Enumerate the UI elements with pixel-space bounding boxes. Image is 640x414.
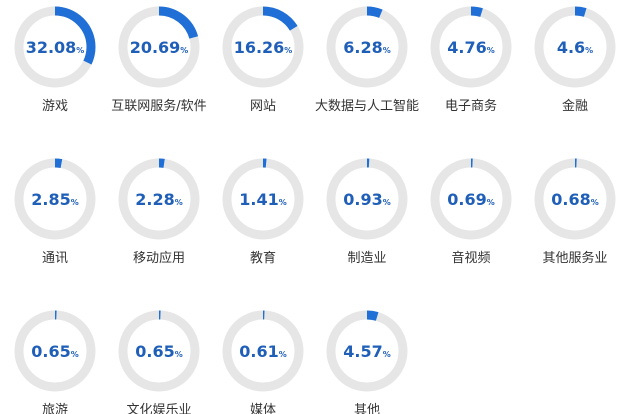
donut-value-number: 20.69 — [130, 38, 181, 57]
donut-item: 4.57% 其他 — [326, 310, 408, 414]
donut-item: 2.28% 移动应用 — [118, 158, 200, 266]
donut-value-number: 2.28 — [135, 190, 174, 209]
donut-item: 0.69% 音视频 — [430, 158, 512, 266]
donut-item: 2.85% 通讯 — [14, 158, 96, 266]
donut-item: 32.08% 游戏 — [14, 6, 96, 114]
donut-value-suffix: % — [383, 198, 391, 207]
donut-category-label: 音视频 — [451, 250, 490, 266]
donut-value-arc — [326, 6, 408, 88]
donut-category-label: 金融 — [562, 98, 588, 114]
donut-value-arc — [430, 158, 512, 240]
donut-value-suffix: % — [180, 46, 188, 55]
donut-item: 0.65% 文化娱乐业 — [118, 310, 200, 414]
donut-value-arc — [14, 158, 96, 240]
donut-value-arc — [118, 310, 200, 392]
donut-value-text: 6.28% — [343, 38, 391, 57]
donut-item: 1.41% 教育 — [222, 158, 304, 266]
donut-value-suffix: % — [284, 46, 292, 55]
donut-category-label: 电子商务 — [445, 98, 497, 114]
donut-value-number: 0.65 — [31, 342, 70, 361]
donut-item: 4.76% 电子商务 — [430, 6, 512, 114]
donut-value-arc — [118, 6, 200, 88]
donut-value-suffix: % — [383, 46, 391, 55]
donut-value-number: 0.69 — [447, 190, 486, 209]
donut-category-label: 通讯 — [42, 251, 68, 266]
donut-category-label: 其他 — [354, 403, 380, 414]
donut-value-suffix: % — [71, 198, 79, 207]
donut-item: 0.93% 制造业 — [326, 158, 408, 266]
donut-value-number: 4.6 — [557, 38, 585, 57]
donut-value-number: 0.68 — [551, 190, 590, 209]
donut-item: 6.28% 大数据与人工智能 — [315, 6, 419, 114]
donut-value-text: 2.85% — [31, 190, 79, 209]
donut-value-suffix: % — [585, 46, 593, 55]
donut-category-label: 其他服务业 — [542, 250, 607, 266]
donut-value-text: 0.93% — [343, 190, 391, 209]
donut-value-text: 4.6% — [557, 38, 593, 57]
donut-value-suffix: % — [175, 198, 183, 207]
donut-value-text: 0.69% — [447, 190, 495, 209]
donut-category-label: 网站 — [250, 99, 276, 114]
donut-value-arc — [534, 6, 616, 88]
donut-value-suffix: % — [383, 350, 391, 359]
donut-value-arc — [326, 310, 408, 392]
donut-item: 0.65% 旅游 — [14, 310, 96, 414]
donut-value-number: 2.85 — [31, 190, 70, 209]
donut-value-number: 16.26 — [234, 38, 285, 57]
donut-value-arc — [222, 310, 304, 392]
donut-category-label: 媒体 — [250, 403, 276, 414]
donut-value-text: 32.08% — [26, 38, 85, 57]
donut-value-suffix: % — [487, 46, 495, 55]
donut-value-number: 0.65 — [135, 342, 174, 361]
donut-value-text: 0.68% — [551, 190, 599, 209]
donut-value-number: 32.08 — [26, 38, 77, 57]
donut-value-suffix: % — [487, 198, 495, 207]
donut-category-label: 教育 — [250, 250, 276, 266]
donut-value-text: 0.65% — [31, 342, 79, 361]
donut-value-text: 0.61% — [239, 342, 287, 361]
donut-value-arc — [118, 158, 200, 240]
donut-category-label: 大数据与人工智能 — [315, 99, 419, 114]
donut-item: 20.69% 互联网服务/软件 — [111, 6, 207, 114]
donut-value-arc — [14, 310, 96, 392]
donut-item: 0.61% 媒体 — [222, 310, 304, 414]
donut-value-text: 1.41% — [239, 190, 287, 209]
donut-category-label: 游戏 — [42, 99, 68, 114]
donut-value-arc — [326, 158, 408, 240]
donut-item: 16.26% 网站 — [222, 6, 304, 114]
donut-category-label: 移动应用 — [133, 250, 185, 266]
donut-value-text: 0.65% — [135, 342, 183, 361]
donut-value-text: 4.57% — [343, 342, 391, 361]
donut-value-suffix: % — [175, 350, 183, 359]
donut-value-suffix: % — [76, 46, 84, 55]
donut-value-number: 4.76 — [447, 38, 486, 57]
donut-item: 4.6% 金融 — [534, 6, 616, 114]
donut-value-arc — [222, 6, 304, 88]
donut-value-suffix: % — [591, 198, 599, 207]
donut-value-arc — [14, 6, 96, 88]
donut-value-suffix: % — [279, 350, 287, 359]
donut-value-arc — [534, 158, 616, 240]
donut-value-number: 1.41 — [239, 190, 278, 209]
donut-value-number: 6.28 — [343, 38, 382, 57]
donut-value-suffix: % — [71, 350, 79, 359]
donut-value-number: 0.93 — [343, 190, 382, 209]
donut-value-number: 4.57 — [343, 342, 382, 361]
donut-value-arc — [430, 6, 512, 88]
donut-item: 0.68% 其他服务业 — [534, 158, 616, 266]
donut-value-text: 2.28% — [135, 190, 183, 209]
donut-value-text: 4.76% — [447, 38, 495, 57]
donut-value-text: 16.26% — [234, 38, 293, 57]
donut-value-text: 20.69% — [130, 38, 189, 57]
donut-category-label: 制造业 — [347, 251, 386, 266]
donut-value-suffix: % — [279, 198, 287, 207]
donut-category-label: 旅游 — [42, 403, 68, 414]
donut-category-label: 互联网服务/软件 — [111, 98, 206, 114]
donut-value-arc — [222, 158, 304, 240]
donut-value-number: 0.61 — [239, 342, 278, 361]
donut-category-label: 文化娱乐业 — [126, 403, 191, 414]
